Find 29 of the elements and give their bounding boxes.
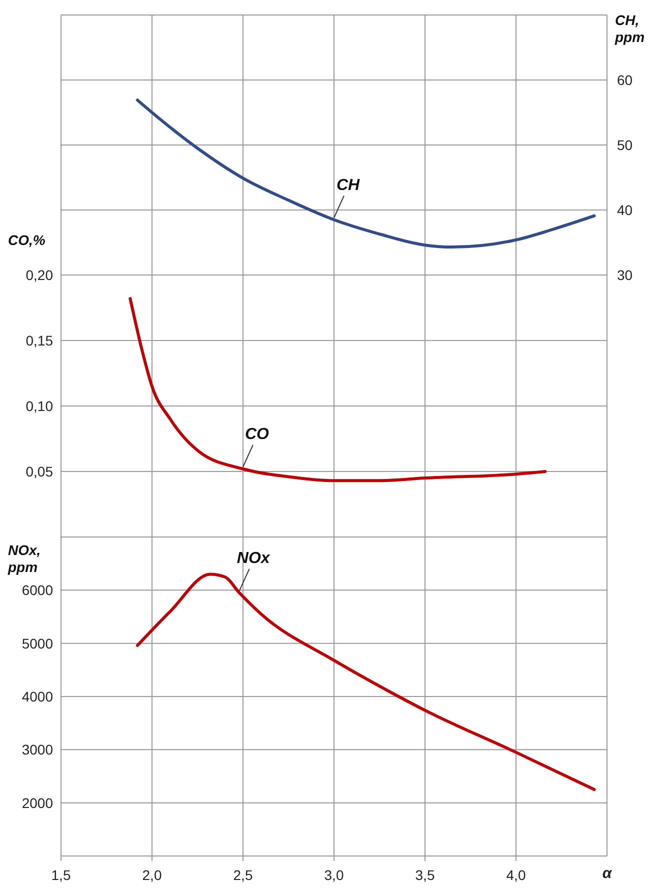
x-axis-title: α	[602, 865, 612, 882]
x-tick-label: 2,5	[233, 867, 253, 883]
x-tick-label: 4,0	[506, 867, 526, 883]
x-tick-label: 1,5	[51, 867, 71, 883]
y-tick-label: 4000	[22, 688, 54, 704]
series-label: CO	[245, 426, 270, 443]
y-tick-label: 6000	[22, 582, 54, 598]
y-axis-title: NOx, ppm	[7, 542, 41, 575]
y-tick-label: 2000	[22, 794, 54, 811]
y-tick-label: 3000	[22, 742, 54, 758]
series-label: CH	[336, 176, 360, 194]
y-tick-label: 5000	[22, 635, 54, 652]
y2-axis-title: CH, ppm	[614, 12, 645, 45]
y-tick-label: 0,15	[26, 332, 54, 348]
x-tick-label: 3,0	[324, 867, 344, 883]
x-tick-label: 2,0	[142, 867, 162, 883]
y-tick-label: 0,05	[26, 464, 54, 480]
series-label: NOx	[236, 550, 271, 567]
y2-tick-label: 50	[617, 137, 633, 153]
line-series	[136, 98, 596, 249]
y2-tick-label: 60	[617, 72, 633, 88]
y-tick-label: 0,10	[26, 398, 54, 414]
line-series	[136, 572, 596, 792]
line-series	[128, 297, 547, 482]
y2-tick-label: 40	[617, 202, 633, 218]
y-axis-title: CO,%	[8, 232, 46, 248]
x-tick-label: 3,5	[415, 867, 435, 883]
y2-tick-label: 30	[617, 267, 633, 283]
y-tick-label: 0,20	[26, 267, 54, 283]
